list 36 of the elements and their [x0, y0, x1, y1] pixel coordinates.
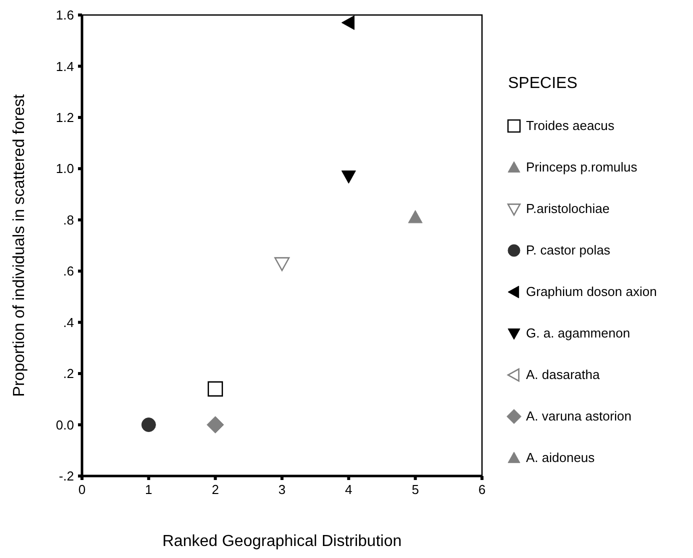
- legend-label: G. a. agammenon: [526, 326, 630, 340]
- y-tick-label: 1.0: [56, 161, 74, 176]
- y-tick-label: 1.2: [56, 110, 74, 125]
- x-tick-label: 0: [78, 482, 86, 497]
- y-tick-label: .8: [63, 212, 74, 228]
- point: [208, 381, 223, 397]
- legend-label: Troides aeacus: [526, 118, 615, 133]
- legend-label: A. aidoneus: [526, 450, 596, 465]
- x-tick-label: 4: [345, 482, 352, 497]
- x-tick-label: 5: [412, 482, 419, 497]
- point: [206, 416, 224, 434]
- x-tick-label: 2: [212, 482, 219, 497]
- legend-label: A. varuna astorion: [526, 408, 632, 424]
- legend-label: Graphium doson axion: [526, 284, 657, 299]
- point: [341, 15, 355, 30]
- legend-label: P. castor polas: [526, 242, 611, 258]
- legend-label: Princeps p.romulus: [526, 160, 638, 174]
- y-tick-label: .2: [63, 366, 74, 382]
- x-tick-label: 6: [478, 482, 486, 497]
- x-tick-label: 3: [278, 482, 286, 497]
- point: [408, 210, 423, 224]
- x-tick-label: 1: [145, 482, 152, 497]
- y-tick-label: 1.6: [56, 8, 74, 23]
- legend-label: P.aristolochiae: [526, 201, 610, 216]
- x-axis-title: Ranked Geographical Distribution: [162, 533, 402, 550]
- point: [141, 418, 156, 432]
- legend-title: SPECIES: [508, 75, 578, 92]
- point: [341, 170, 356, 184]
- y-axis-title: Proportion of individuals in scattered forest: [11, 94, 28, 397]
- point: [274, 257, 290, 272]
- y-tick-label: 0.0: [56, 417, 74, 432]
- y-tick-label: -.2: [58, 468, 74, 484]
- y-tick-label: .4: [63, 314, 74, 330]
- y-tick-label: 1.4: [56, 58, 74, 74]
- y-tick-label: .6: [63, 264, 74, 279]
- legend-label: A. dasaratha: [526, 367, 600, 382]
